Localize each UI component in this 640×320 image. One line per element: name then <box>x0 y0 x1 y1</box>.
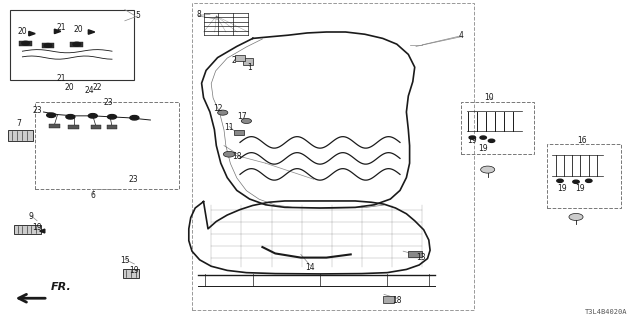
Text: 4: 4 <box>458 31 463 40</box>
Text: 16: 16 <box>577 136 588 145</box>
Circle shape <box>569 213 583 220</box>
Text: 19: 19 <box>129 266 140 275</box>
Circle shape <box>480 136 486 139</box>
Text: 18: 18 <box>392 296 401 305</box>
Text: 23: 23 <box>104 98 114 107</box>
Text: 8: 8 <box>196 10 201 19</box>
Text: 11: 11 <box>224 124 233 132</box>
Bar <box>42 43 54 48</box>
Polygon shape <box>54 29 61 34</box>
Text: 23: 23 <box>128 175 138 184</box>
Text: 14: 14 <box>305 263 316 272</box>
Text: 5: 5 <box>135 11 140 20</box>
Circle shape <box>22 41 29 45</box>
Circle shape <box>88 114 97 118</box>
Text: 9: 9 <box>28 212 33 221</box>
Text: 19: 19 <box>32 223 42 232</box>
Text: 21: 21 <box>57 74 66 83</box>
Circle shape <box>469 136 476 139</box>
Circle shape <box>481 166 495 173</box>
Text: 23: 23 <box>32 106 42 115</box>
Text: 19: 19 <box>478 144 488 153</box>
Text: 10: 10 <box>484 93 494 102</box>
Text: 17: 17 <box>237 112 247 121</box>
Text: T3L4B4020A: T3L4B4020A <box>585 309 627 315</box>
Circle shape <box>573 180 579 183</box>
Text: 12: 12 <box>213 104 222 113</box>
Text: 15: 15 <box>120 256 130 265</box>
Bar <box>123 269 139 278</box>
Bar <box>19 41 32 46</box>
Text: 1: 1 <box>247 63 252 72</box>
Bar <box>10 10 134 80</box>
Circle shape <box>47 113 56 117</box>
Text: 19: 19 <box>557 184 567 193</box>
Circle shape <box>557 179 563 182</box>
Circle shape <box>586 179 592 182</box>
Text: 20: 20 <box>64 83 74 92</box>
Polygon shape <box>88 30 95 34</box>
Bar <box>35 102 179 189</box>
Bar <box>70 42 83 47</box>
Bar <box>234 130 244 135</box>
Bar <box>91 125 101 129</box>
Text: 2: 2 <box>231 56 236 65</box>
Bar <box>192 3 474 310</box>
Text: 24: 24 <box>84 86 95 95</box>
Text: 6: 6 <box>90 191 95 200</box>
Circle shape <box>218 110 228 115</box>
Text: 20: 20 <box>17 28 28 36</box>
Text: 13: 13 <box>416 253 426 262</box>
Circle shape <box>488 139 495 142</box>
Text: 20: 20 <box>73 25 83 34</box>
Bar <box>383 296 394 303</box>
Bar <box>243 58 253 65</box>
Polygon shape <box>40 229 45 233</box>
Circle shape <box>130 116 139 120</box>
Circle shape <box>73 42 81 46</box>
Text: 21: 21 <box>57 23 66 32</box>
Bar <box>235 55 245 61</box>
Text: FR.: FR. <box>51 283 72 292</box>
Bar <box>547 144 621 208</box>
Circle shape <box>66 115 75 119</box>
Bar <box>8 130 33 141</box>
Bar <box>107 125 117 129</box>
Circle shape <box>44 44 52 47</box>
Polygon shape <box>29 31 35 36</box>
Circle shape <box>108 115 116 119</box>
Text: 19: 19 <box>575 184 585 193</box>
Circle shape <box>241 118 252 124</box>
Text: 22: 22 <box>93 83 102 92</box>
Bar <box>49 124 60 128</box>
Bar <box>14 225 41 234</box>
Text: 18: 18 <box>232 152 241 161</box>
Text: 7: 7 <box>17 119 22 128</box>
Bar <box>461 102 534 154</box>
Bar <box>68 125 79 129</box>
Circle shape <box>223 151 235 157</box>
Text: 19: 19 <box>467 136 477 145</box>
Bar <box>408 251 422 257</box>
